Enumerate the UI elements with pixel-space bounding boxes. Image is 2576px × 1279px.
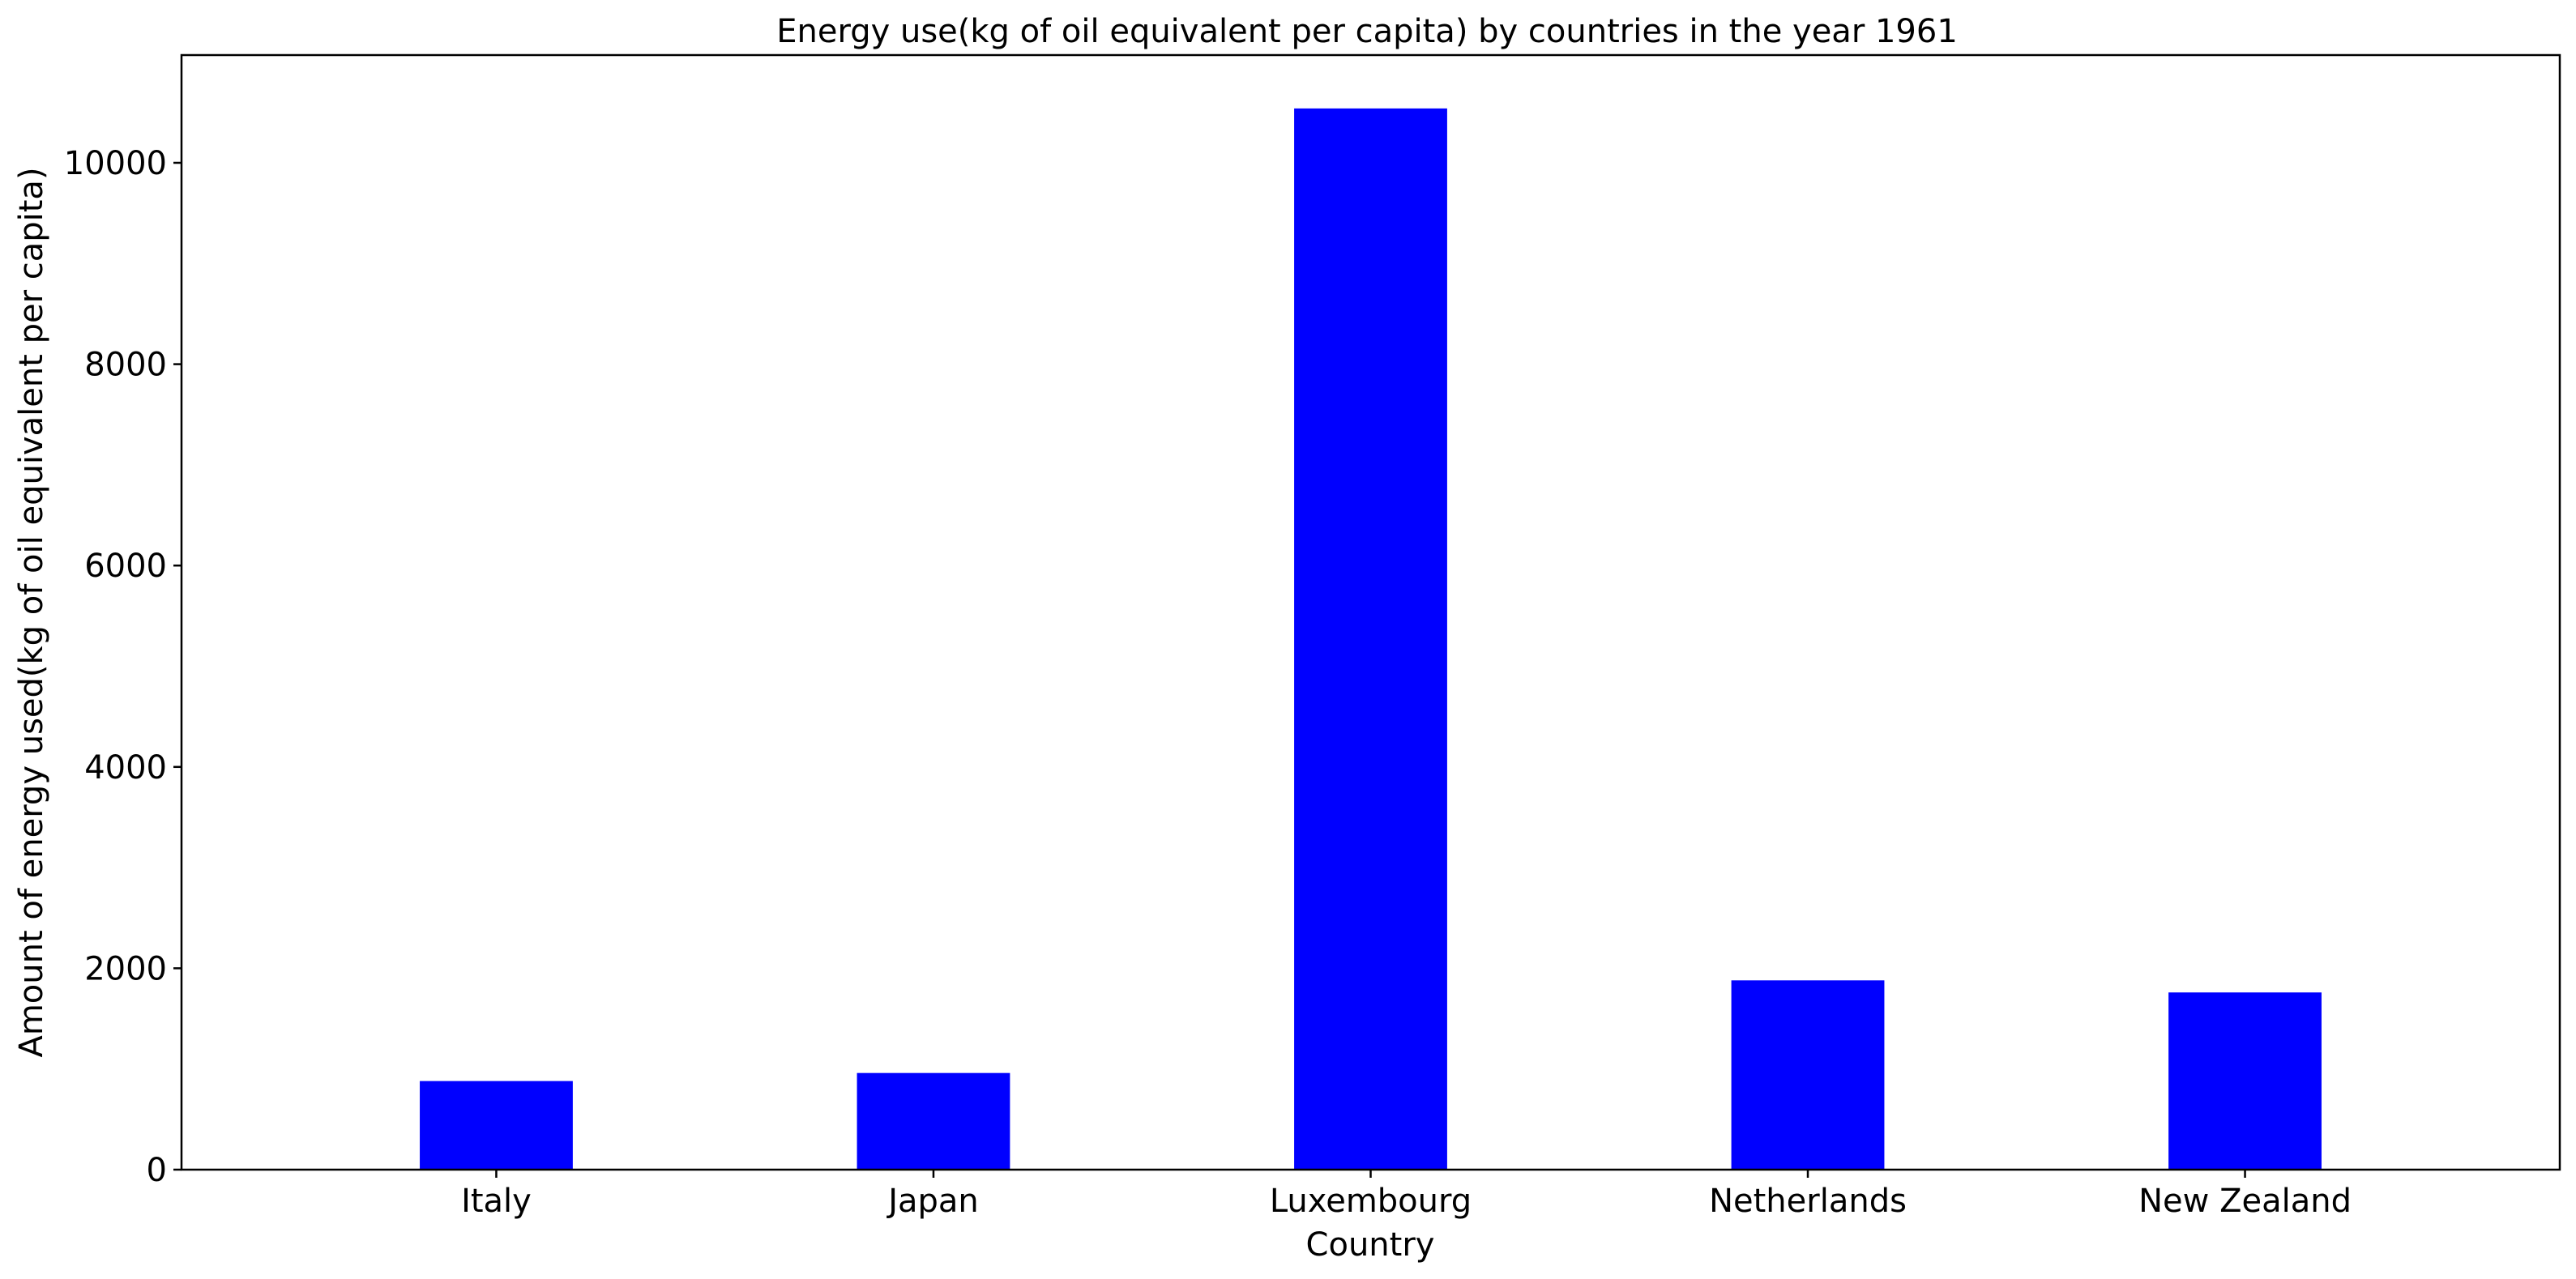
x-tick-label: New Zealand bbox=[2138, 1183, 2352, 1220]
x-axis-title: Country bbox=[1306, 1226, 1435, 1264]
chart-title: Energy use(kg of oil equivalent per capi… bbox=[776, 13, 1958, 50]
bar-new-zealand bbox=[2168, 992, 2322, 1170]
bar-japan bbox=[857, 1072, 1010, 1170]
x-tick-label: Netherlands bbox=[1709, 1183, 1907, 1220]
x-tick-label: Luxembourg bbox=[1270, 1183, 1472, 1220]
y-tick-label: 10000 bbox=[64, 145, 167, 182]
y-tick-label: 4000 bbox=[84, 749, 167, 787]
bar-italy bbox=[420, 1081, 573, 1170]
y-tick-label: 2000 bbox=[84, 950, 167, 987]
plot-frame bbox=[180, 53, 2561, 1171]
y-tick-label: 0 bbox=[147, 1152, 167, 1189]
y-axis-title: Amount of energy used(kg of oil equivale… bbox=[13, 167, 50, 1057]
bar-luxembourg bbox=[1294, 108, 1447, 1170]
y-tick-label: 8000 bbox=[84, 347, 167, 384]
bar-netherlands bbox=[1731, 980, 1885, 1170]
x-tick-label: Italy bbox=[461, 1183, 532, 1220]
y-tick-label: 6000 bbox=[84, 548, 167, 585]
plot-area: Italy Japan Luxembourg Netherlands New Zeala… bbox=[64, 108, 2352, 1220]
x-tick-label: Japan bbox=[886, 1183, 979, 1220]
